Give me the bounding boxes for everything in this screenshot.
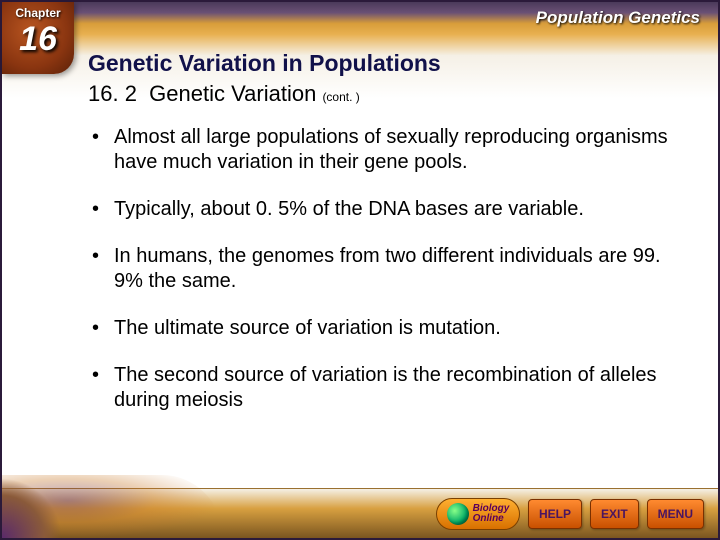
online-brand-bottom: Online (473, 514, 510, 524)
help-button[interactable]: HELP (528, 499, 582, 529)
list-item: Typically, about 0. 5% of the DNA bases … (92, 197, 678, 222)
list-item: Almost all large populations of sexually… (92, 125, 678, 175)
page-title: Genetic Variation in Populations (88, 50, 678, 77)
exit-button[interactable]: EXIT (590, 499, 639, 529)
chapter-badge: Chapter 16 (2, 2, 74, 74)
section-number: 16. 2 (88, 81, 137, 106)
corner-decoration (2, 478, 62, 538)
section-heading: 16. 2 Genetic Variation (cont. ) (88, 81, 678, 107)
topic-label: Population Genetics (536, 8, 700, 28)
list-item: The ultimate source of variation is muta… (92, 316, 678, 341)
chapter-number: 16 (2, 22, 74, 56)
list-item: The second source of variation is the re… (92, 363, 678, 413)
list-item: In humans, the genomes from two differen… (92, 244, 678, 294)
globe-icon (447, 503, 469, 525)
nav-group: Biology Online HELP EXIT MENU (436, 498, 704, 530)
online-text: Biology Online (473, 504, 510, 524)
content-area: Genetic Variation in Populations 16. 2 G… (88, 50, 678, 478)
bullet-list: Almost all large populations of sexually… (88, 125, 678, 413)
footer-bar: Biology Online HELP EXIT MENU (2, 488, 718, 538)
menu-button[interactable]: MENU (647, 499, 704, 529)
slide: Chapter 16 Population Genetics Genetic V… (0, 0, 720, 540)
online-badge[interactable]: Biology Online (436, 498, 520, 530)
chapter-label: Chapter (2, 6, 74, 20)
section-title: Genetic Variation (149, 81, 316, 106)
continued-label: (cont. ) (322, 90, 359, 104)
